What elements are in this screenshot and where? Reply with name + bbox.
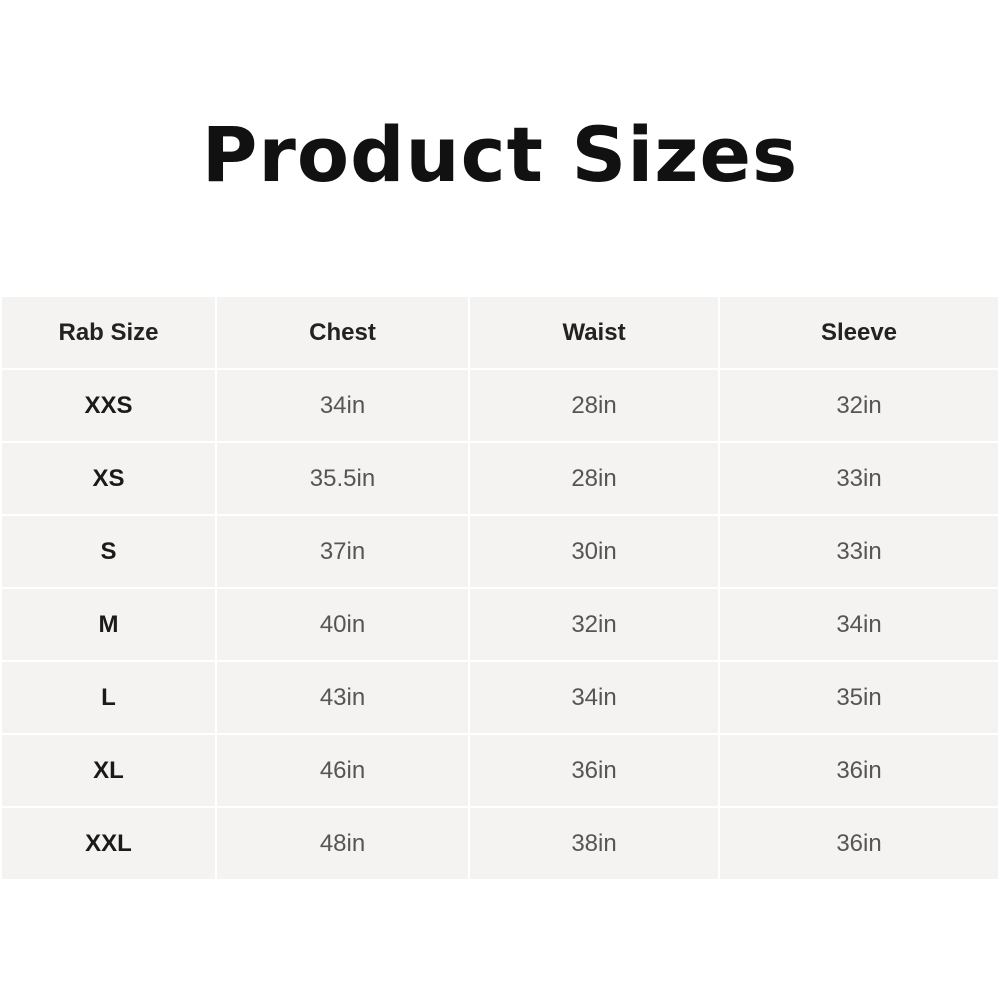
header-waist: Waist [468, 295, 720, 370]
cell-sleeve: 34in [718, 587, 1000, 662]
cell-size: S [0, 514, 217, 589]
cell-sleeve: 32in [718, 368, 1000, 443]
table-row: XXS 34in 28in 32in [0, 368, 1000, 443]
table-row: XL 46in 36in 36in [0, 733, 1000, 808]
cell-waist: 32in [468, 587, 720, 662]
cell-chest: 40in [215, 587, 470, 662]
cell-sleeve: 33in [718, 441, 1000, 516]
header-sleeve: Sleeve [718, 295, 1000, 370]
cell-waist: 28in [468, 368, 720, 443]
cell-size: XL [0, 733, 217, 808]
cell-size: M [0, 587, 217, 662]
table-row: M 40in 32in 34in [0, 587, 1000, 662]
table-row: XS 35.5in 28in 33in [0, 441, 1000, 516]
cell-size: L [0, 660, 217, 735]
cell-sleeve: 36in [718, 806, 1000, 881]
cell-waist: 38in [468, 806, 720, 881]
cell-waist: 34in [468, 660, 720, 735]
cell-chest: 48in [215, 806, 470, 881]
table-row: XXL 48in 38in 36in [0, 806, 1000, 881]
cell-chest: 46in [215, 733, 470, 808]
table-row: L 43in 34in 35in [0, 660, 1000, 735]
page-title: Product Sizes [201, 110, 799, 199]
table-header-row: Rab Size Chest Waist Sleeve [0, 295, 1000, 370]
cell-sleeve: 36in [718, 733, 1000, 808]
size-table: Rab Size Chest Waist Sleeve XXS 34in 28in 3… [0, 295, 1000, 881]
cell-sleeve: 35in [718, 660, 1000, 735]
cell-sleeve: 33in [718, 514, 1000, 589]
table-row: S 37in 30in 33in [0, 514, 1000, 589]
cell-chest: 37in [215, 514, 470, 589]
cell-waist: 28in [468, 441, 720, 516]
cell-chest: 43in [215, 660, 470, 735]
cell-size: XS [0, 441, 217, 516]
cell-size: XXS [0, 368, 217, 443]
cell-waist: 36in [468, 733, 720, 808]
cell-size: XXL [0, 806, 217, 881]
cell-waist: 30in [468, 514, 720, 589]
header-chest: Chest [215, 295, 470, 370]
cell-chest: 34in [215, 368, 470, 443]
header-size: Rab Size [0, 295, 217, 370]
cell-chest: 35.5in [215, 441, 470, 516]
